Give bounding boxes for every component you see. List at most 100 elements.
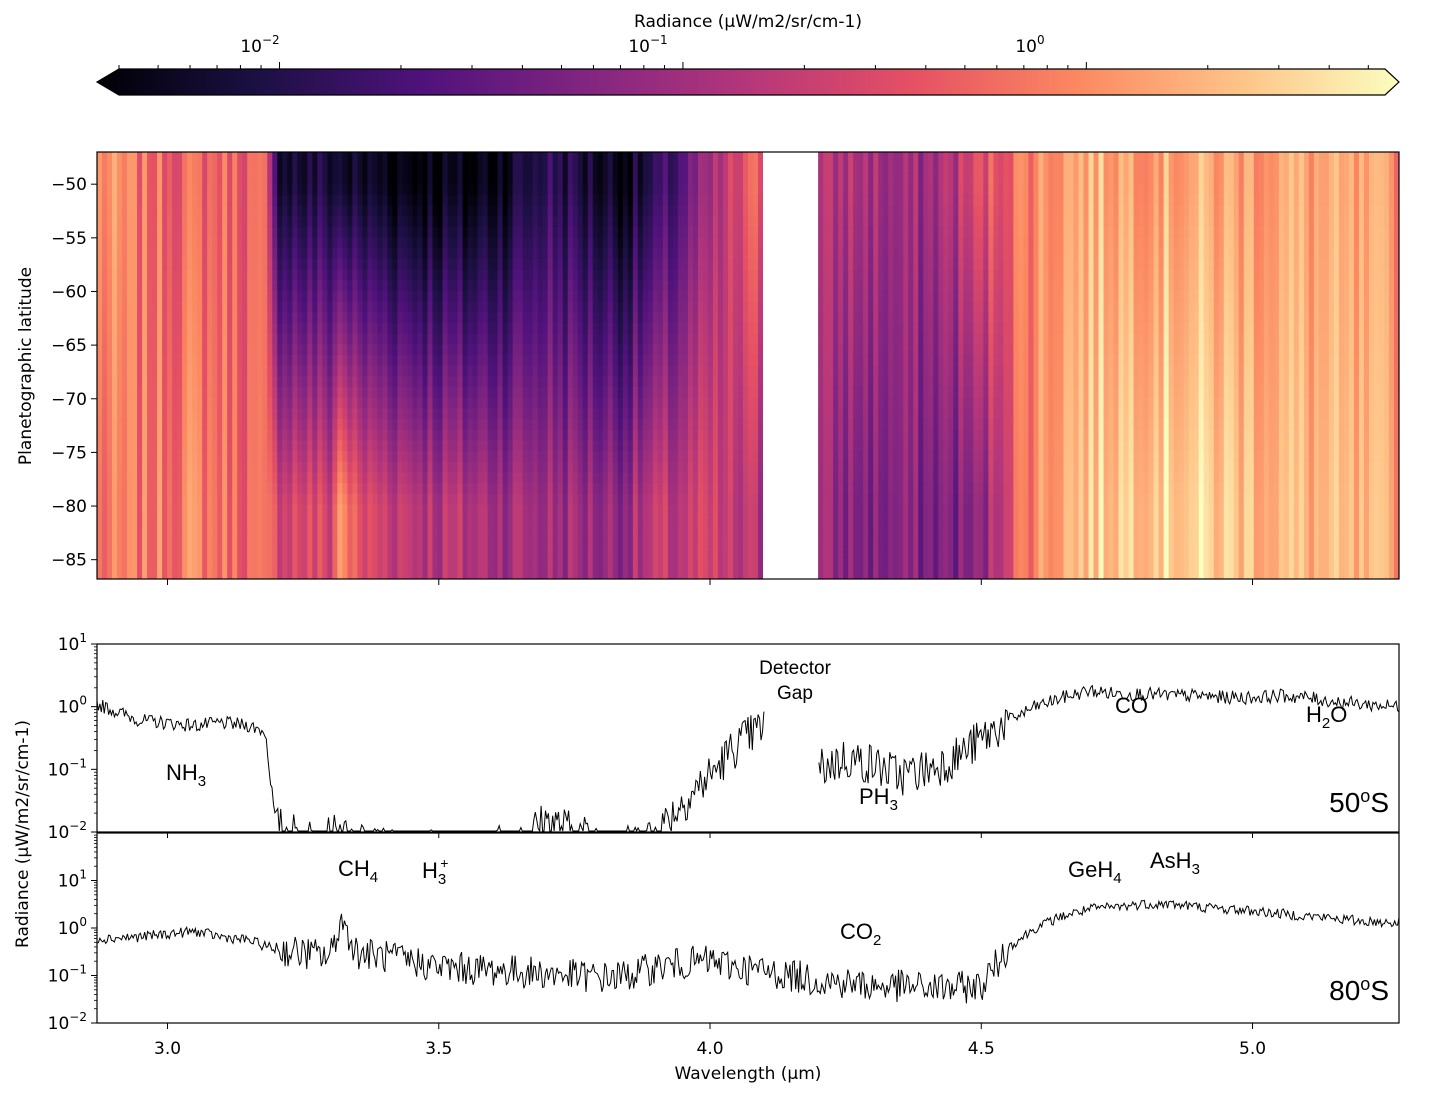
heatmap-cell [272,312,278,324]
heatmap-cell [162,365,168,377]
heatmap-cell [582,472,589,484]
heatmap-cell [162,301,168,313]
heatmap-cell [142,184,148,196]
heatmap-cell [262,301,268,313]
heatmap-cell [287,333,293,345]
heatmap-cell [602,461,609,473]
heatmap-cell [322,354,328,367]
heatmap-cell [547,376,554,388]
heatmap-cell [437,226,444,238]
heatmap-cell [492,290,499,303]
heatmap-cell [237,237,243,249]
heatmap-cell [247,333,253,345]
heatmap-cell [172,184,178,196]
heatmap-cell [287,493,293,505]
heatmap-cell [102,461,108,473]
heatmap-cell [632,322,639,335]
heatmap-cell [202,333,208,345]
heatmap-cell [562,184,569,196]
heatmap-cell [542,461,549,473]
heatmap-cell [492,205,499,217]
heatmap-cell [647,536,654,548]
heatmap-cell [177,376,183,388]
heatmap-cell [102,184,108,196]
heatmap-cell [397,344,404,356]
heatmap-cell [432,568,439,579]
heatmap-cell [392,504,399,516]
heatmap-cell [617,536,624,548]
heatmap-cell [217,450,223,463]
heatmap-cell [412,493,419,505]
heatmap-cell [127,194,133,206]
heatmap-cell [382,376,389,388]
heatmap-cell [607,408,614,420]
heatmap-cell [162,226,168,238]
heatmap-cell [467,568,474,579]
heatmap-cell [432,525,439,537]
heatmap-cell [657,493,664,505]
heatmap-cell [617,301,624,313]
heatmap-cell [212,376,218,388]
heatmap-cell [362,258,369,271]
heatmap-cell [692,301,699,313]
heatmap-cell [617,568,624,579]
heatmap-cell [697,237,704,249]
heatmap-cell [342,290,348,303]
heatmap-cell [262,536,268,548]
heatmap-cell [492,546,499,559]
heatmap-cell [692,365,699,377]
heatmap-cell [622,216,629,228]
heatmap-cell [367,333,374,345]
heatmap-cell [622,269,629,281]
heatmap-cell [477,184,484,196]
heatmap-cell [597,290,604,303]
heatmap-cell [462,173,469,185]
heatmap-cell [317,312,323,324]
heatmap-cell [492,386,499,399]
heatmap-cell [472,525,479,537]
heatmap-cell [157,504,163,516]
heatmap-cell [442,450,449,463]
heatmap-cell [487,386,494,399]
heatmap-cell [242,568,248,579]
heatmap-cell [667,226,674,238]
heatmap-cell [527,162,534,174]
heatmap-cell [632,365,639,377]
heatmap-cell [517,194,524,206]
heatmap-cell [247,269,253,281]
heatmap-cell [247,162,253,174]
heatmap-cell [207,322,213,335]
heatmap-cell [302,152,308,164]
heatmap-cell [312,322,318,335]
heatmap-cell [437,216,444,228]
heatmap-cell [367,322,374,335]
heatmap-cell [417,322,424,335]
heatmap-cell [597,333,604,345]
heatmap-cell [617,440,624,452]
heatmap-cell [537,418,544,431]
heatmap-cell [557,568,564,579]
heatmap-cell [707,397,714,409]
heatmap-cell [162,312,168,324]
heatmap-cell [377,333,384,345]
heatmap-cell [582,418,589,431]
heatmap-cell [572,184,579,196]
heatmap-cell [227,312,233,324]
heatmap-cell [322,280,328,292]
heatmap-cell [292,322,298,335]
heatmap-cell [222,333,228,345]
heatmap-cell [157,472,163,484]
heatmap-cell [312,408,318,420]
heatmap-cell [512,322,519,335]
heatmap-cell [672,194,679,206]
heatmap-cell [462,280,469,292]
heatmap-cell [347,450,353,463]
heatmap-cell [672,557,679,569]
heatmap-cell [307,386,313,399]
heatmap-cell [182,418,188,431]
heatmap-cell [362,269,369,281]
heatmap-cell [172,429,178,441]
heatmap-cell [607,536,614,548]
heatmap-cell [587,568,594,579]
heatmap-cell [682,514,689,527]
